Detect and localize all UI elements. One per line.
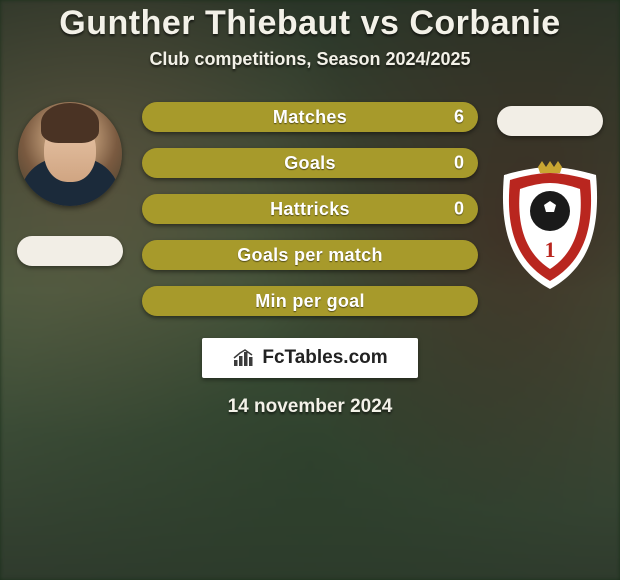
fctables-text: FcTables.com bbox=[262, 347, 387, 369]
stat-bar-label: Min per goal bbox=[255, 291, 365, 312]
left-player-photo bbox=[18, 102, 122, 206]
stat-bar: Goals per match bbox=[142, 240, 478, 270]
fctables-badge: FcTables.com bbox=[202, 338, 418, 378]
stat-bar: Goals 0 bbox=[142, 148, 478, 178]
page-title: Gunther Thiebaut vs Corbanie bbox=[59, 4, 560, 43]
main-row: Matches 6 Goals 0 Hattricks 0 Goals per match M… bbox=[0, 102, 620, 316]
stat-bar-label: Goals bbox=[284, 153, 336, 174]
stat-bar-right-value: 0 bbox=[454, 153, 464, 174]
bar-chart-icon bbox=[232, 348, 256, 368]
stat-bars: Matches 6 Goals 0 Hattricks 0 Goals per match M… bbox=[140, 102, 480, 316]
subtitle: Club competitions, Season 2024/2025 bbox=[149, 49, 470, 70]
right-club-pill bbox=[497, 106, 603, 136]
stat-bar: Matches 6 bbox=[142, 102, 478, 132]
comparison-card: Gunther Thiebaut vs Corbanie Club compet… bbox=[0, 0, 620, 580]
svg-text:1: 1 bbox=[545, 237, 556, 262]
stat-bar: Hattricks 0 bbox=[142, 194, 478, 224]
date-text: 14 november 2024 bbox=[228, 396, 393, 418]
stat-bar-right-value: 0 bbox=[454, 199, 464, 220]
stat-bar: Min per goal bbox=[142, 286, 478, 316]
stat-bar-label: Hattricks bbox=[270, 199, 350, 220]
stat-bar-label: Goals per match bbox=[237, 245, 383, 266]
left-club-pill bbox=[17, 236, 123, 266]
right-player-col: 1 bbox=[480, 102, 620, 290]
stat-bar-label: Matches bbox=[273, 107, 347, 128]
left-player-col bbox=[0, 102, 140, 266]
right-club-crest: 1 bbox=[486, 162, 614, 290]
stat-bar-right-value: 6 bbox=[454, 107, 464, 128]
